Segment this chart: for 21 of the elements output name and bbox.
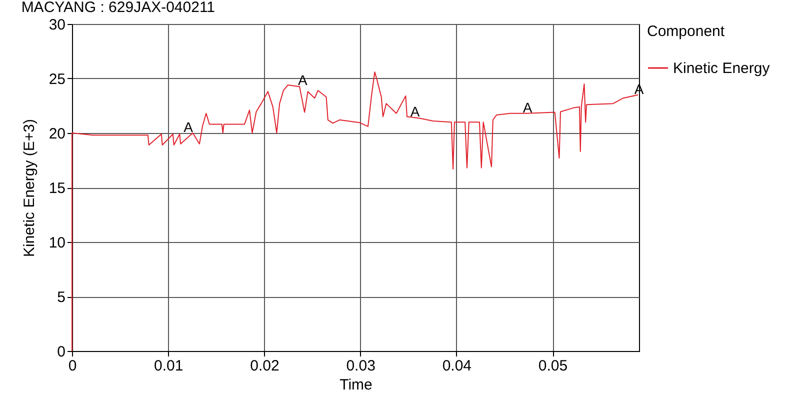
- x-tick-label: 0.03: [346, 358, 376, 374]
- annotation: A: [410, 104, 420, 120]
- x-tick-label: 0.02: [250, 358, 280, 374]
- x-tick-label: 0.01: [154, 358, 184, 374]
- chart-title: MACYANG : 629JAX-040211: [21, 0, 216, 16]
- y-tick-label: 5: [57, 289, 66, 306]
- y-tick-label: 15: [48, 180, 66, 197]
- y-tick-label: 10: [48, 234, 66, 252]
- y-tick-label: 25: [48, 71, 66, 88]
- annotation: A: [184, 119, 194, 135]
- x-tick-label: 0.05: [538, 358, 568, 374]
- x-tick-label: 0.04: [442, 358, 472, 374]
- y-tick-label: 30: [48, 16, 66, 34]
- legend-title: Component: [647, 23, 726, 40]
- y-tick-label: 0: [57, 344, 66, 360]
- y-axis-title: Kinetic Energy (E+3): [20, 119, 38, 257]
- y-tick-label: 20: [48, 126, 66, 142]
- x-tick-label: 0: [68, 358, 77, 374]
- legend-label: Kinetic Energy: [673, 60, 770, 77]
- annotation: A: [522, 99, 533, 116]
- x-axis-title: Time: [340, 376, 372, 394]
